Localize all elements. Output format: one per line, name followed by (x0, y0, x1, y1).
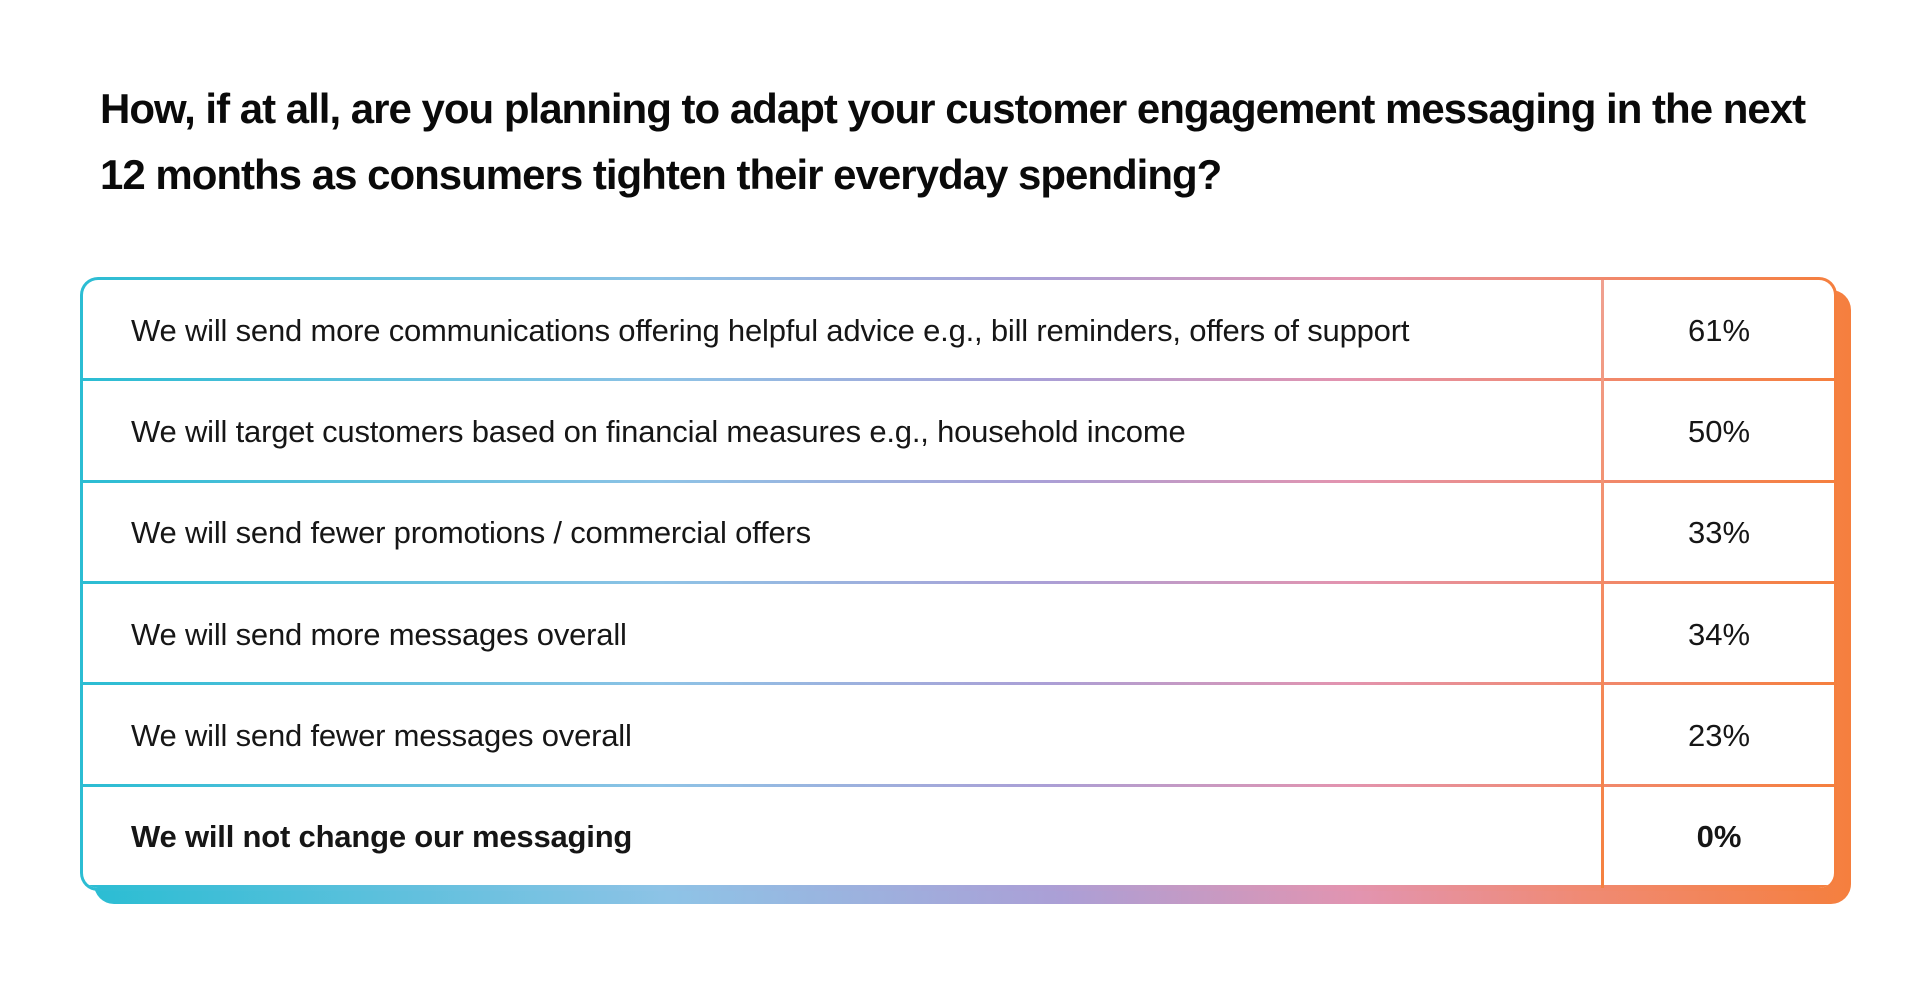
results-table: We will send more communications offerin… (80, 277, 1851, 904)
row-label: We will send fewer promotions / commerci… (131, 515, 811, 551)
table-row: We will send more communications offerin… (83, 280, 1834, 382)
page-title: How, if at all, are you planning to adap… (100, 85, 1806, 198)
column-divider (1601, 280, 1604, 888)
table-row: We will send fewer promotions / commerci… (83, 483, 1834, 585)
table-row: We will send fewer messages overall 23% (83, 685, 1834, 787)
row-label: We will send more messages overall (131, 616, 627, 652)
row-value: 61% (1687, 312, 1751, 348)
row-label: We will send fewer messages overall (131, 717, 632, 753)
table-gradient-frame: We will send more communications offerin… (80, 277, 1837, 891)
row-value: 0% (1696, 819, 1742, 855)
row-label: We will target customers based on financ… (131, 413, 1186, 449)
table-body: We will send more communications offerin… (83, 280, 1834, 888)
row-value: 34% (1687, 616, 1751, 652)
row-label: We will not change our messaging (131, 819, 633, 855)
row-value: 33% (1687, 515, 1751, 551)
row-value: 23% (1687, 717, 1751, 753)
row-label: We will send more communications offerin… (131, 312, 1410, 348)
table-row: We will target customers based on financ… (83, 381, 1834, 483)
table-row: We will send more messages overall 34% (83, 584, 1834, 686)
row-value: 50% (1687, 413, 1751, 449)
table-row-emphasized: We will not change our messaging 0% (83, 787, 1834, 888)
